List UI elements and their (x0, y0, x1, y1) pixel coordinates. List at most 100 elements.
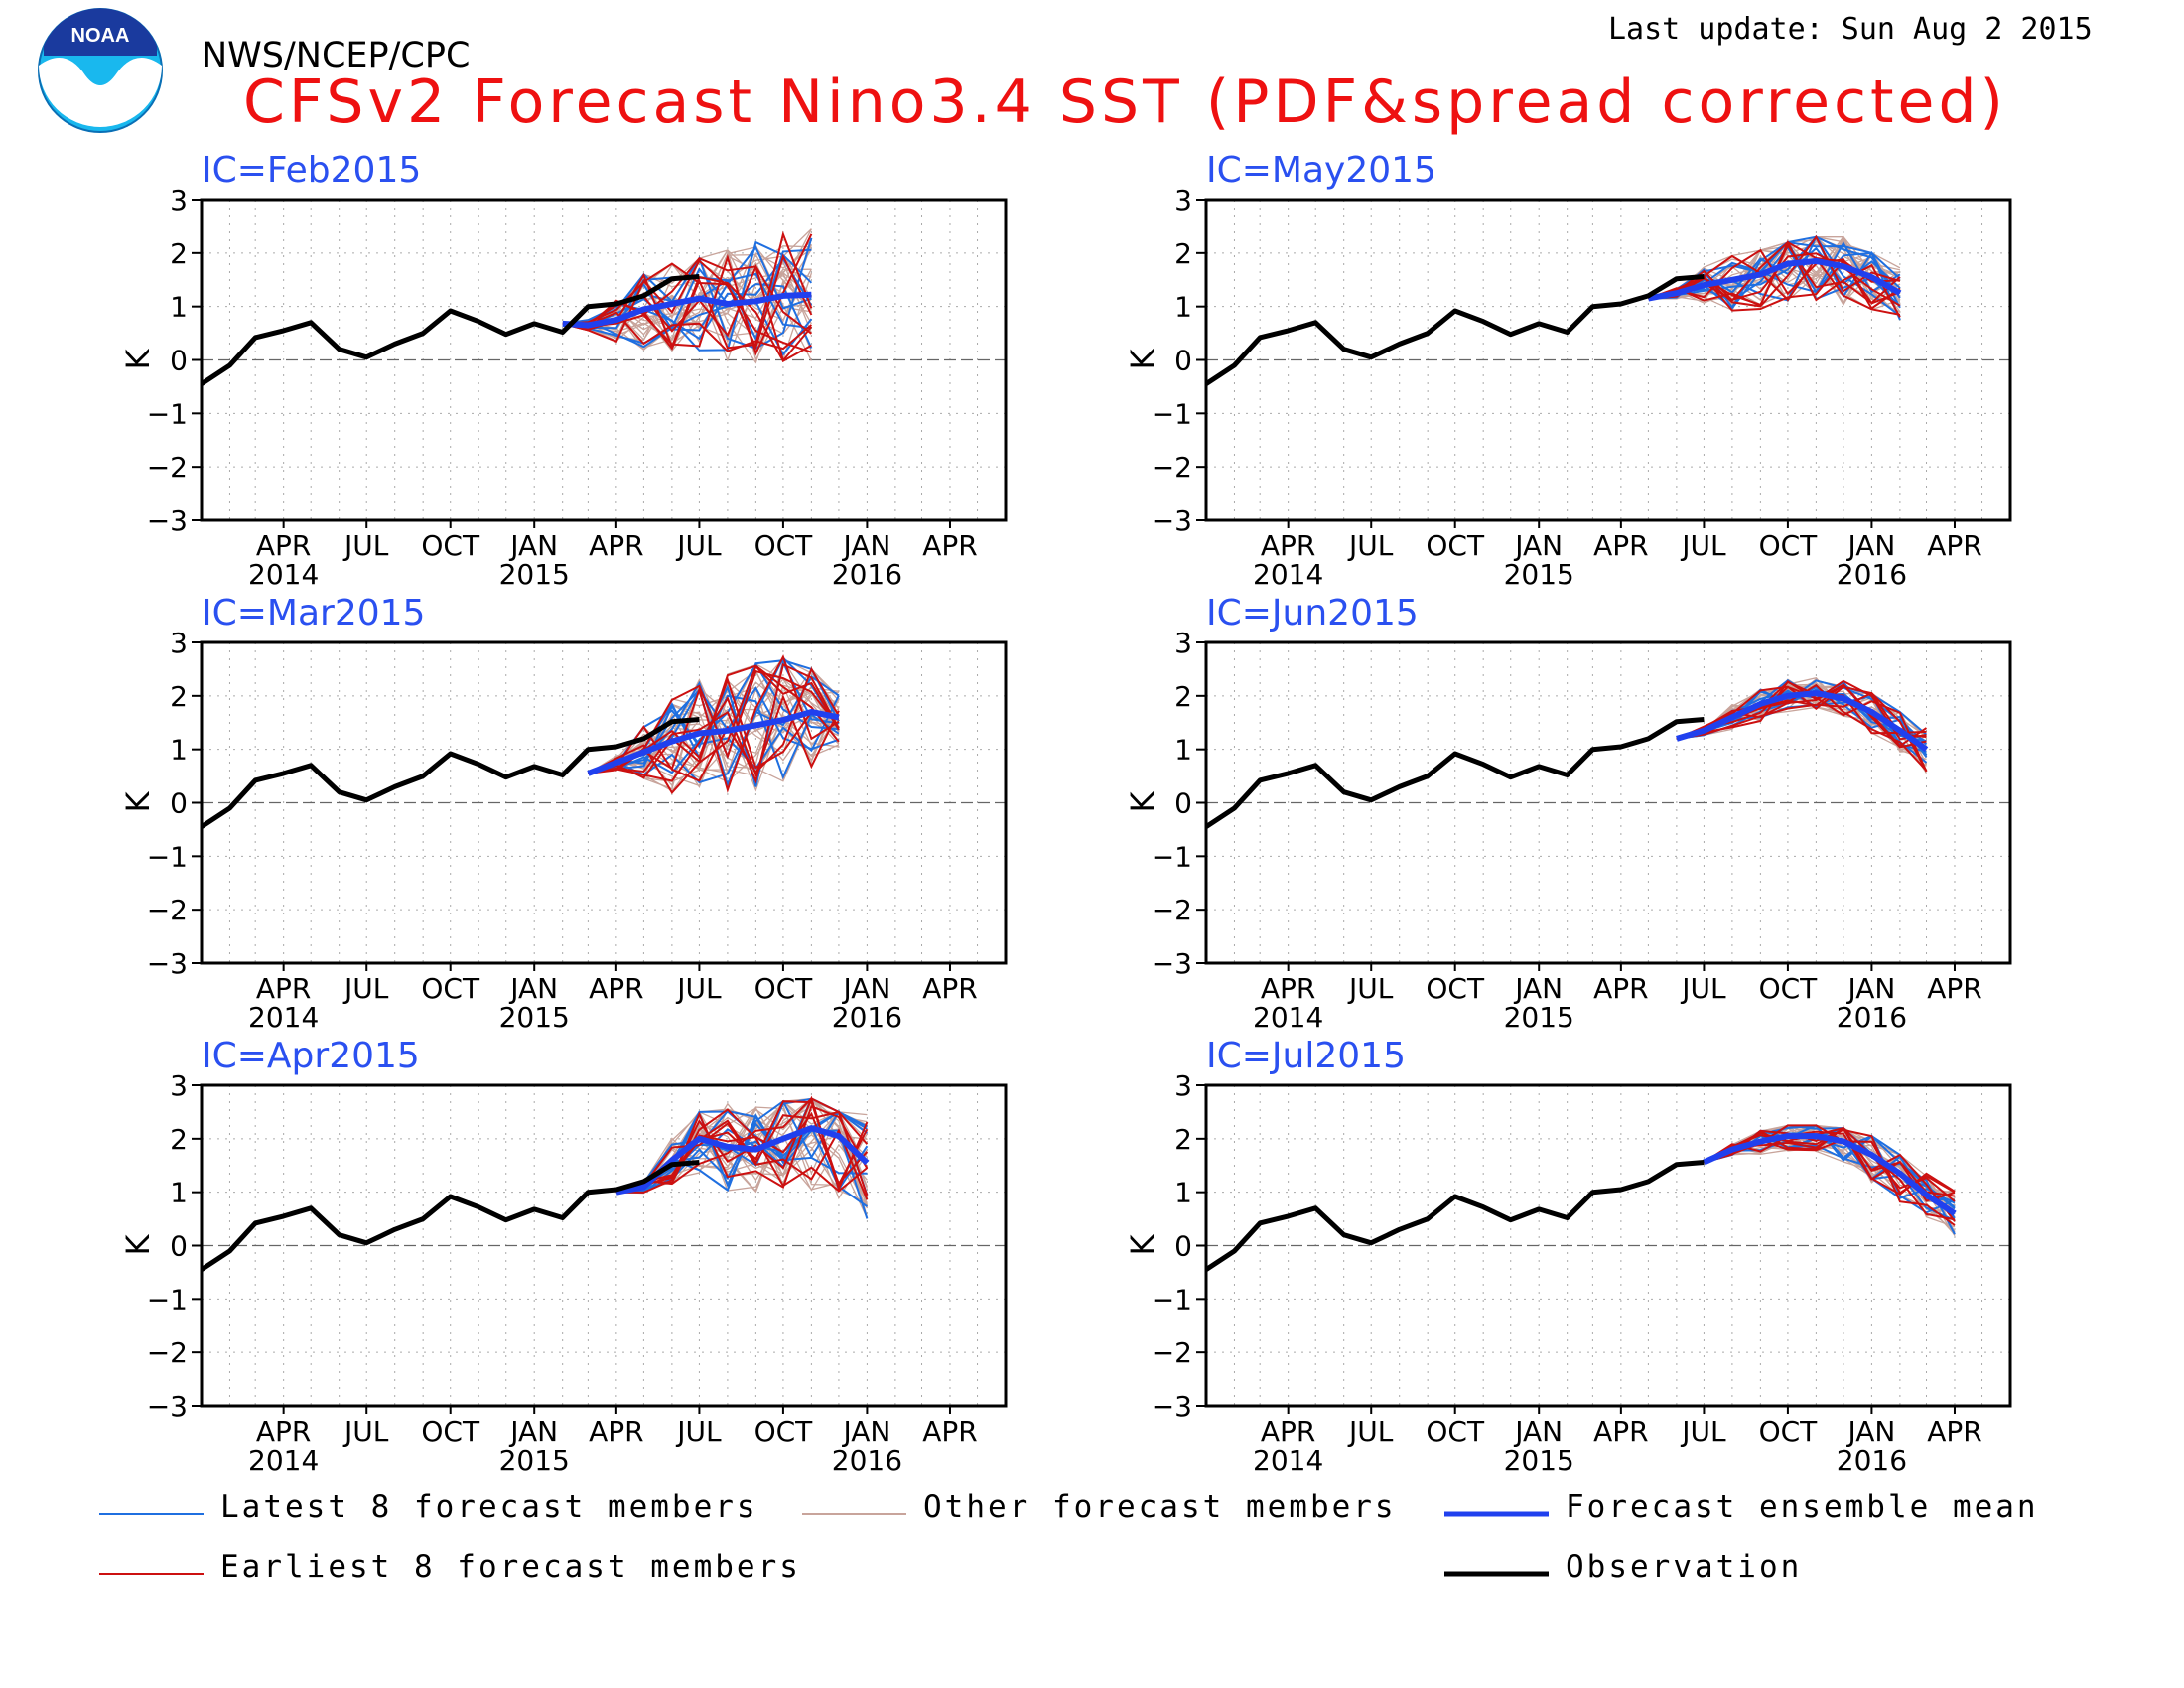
y-tick-label: 3 (1174, 1069, 1192, 1102)
y-axis-label: K (119, 349, 157, 370)
x-tick-year-label: 2015 (499, 558, 570, 591)
x-tick-label: APR (922, 1415, 978, 1448)
x-tick-label: OCT (421, 529, 480, 562)
ensemble-mean-line (1676, 690, 1929, 753)
x-tick-label: OCT (754, 529, 814, 562)
legend-mean-label: Forecast ensemble mean (1566, 1489, 2039, 1525)
y-tick-label: −1 (1152, 397, 1192, 430)
x-tick-label: APR (1927, 529, 1982, 562)
y-tick-label: 3 (170, 1069, 188, 1102)
panel-frame (1204, 1083, 2012, 1408)
x-tick-year-label: 2014 (1253, 1001, 1323, 1034)
legend-obs-label: Observation (1566, 1549, 1803, 1585)
y-axis-label: K (119, 1234, 157, 1256)
x-tick-year-label: 2015 (1504, 558, 1574, 591)
legend-earliest-label: Earliest 8 forecast members (220, 1549, 801, 1585)
x-tick-year-label: 2016 (1837, 1444, 1907, 1477)
x-tick-label: JAN (1513, 972, 1563, 1005)
x-tick-label: JUL (675, 972, 722, 1005)
y-tick-label: −1 (147, 1283, 188, 1316)
x-tick-label: JAN (1845, 529, 1895, 562)
earliest-member (588, 662, 840, 784)
observation-line (200, 274, 700, 386)
forecast-members (615, 1095, 869, 1219)
forecast-members (1703, 1124, 1956, 1237)
x-tick-label: OCT (1759, 529, 1819, 562)
earliest-member (587, 664, 840, 795)
y-tick-label: 1 (170, 734, 188, 767)
x-tick-year-label: 2015 (1504, 1001, 1574, 1034)
x-tick-label: APR (1261, 972, 1316, 1005)
x-tick-label: JAN (1845, 1415, 1895, 1448)
x-tick-label: JAN (841, 972, 890, 1005)
legend-latest-swatch (99, 1513, 204, 1515)
x-tick-label: JUL (1680, 1415, 1726, 1448)
y-axis-label: K (1124, 1234, 1161, 1256)
y-tick-label: −1 (1152, 840, 1192, 873)
last-update: Last update: Sun Aug 2 2015 (1608, 12, 2093, 47)
x-tick-label: JUL (1680, 529, 1726, 562)
earliest-member (1676, 691, 1928, 773)
x-tick-year-label: 2014 (248, 558, 319, 591)
x-tick-year-label: 2016 (832, 1001, 902, 1034)
noaa-logo: NOAA (38, 8, 163, 133)
x-tick-year-label: 2016 (832, 1444, 902, 1477)
earliest-member (615, 1111, 869, 1194)
x-tick-label: APR (1593, 1415, 1649, 1448)
x-tick-label: APR (1593, 529, 1649, 562)
y-tick-label: 3 (170, 184, 188, 216)
y-tick-label: 0 (170, 345, 188, 377)
y-tick-label: 1 (1174, 1177, 1192, 1209)
y-tick-label: −2 (147, 1336, 188, 1369)
x-tick-label: JUL (342, 529, 389, 562)
y-tick-label: −3 (1152, 947, 1192, 980)
x-tick-year-label: 2016 (1837, 558, 1907, 591)
panel-title: IC=Jun2015 (1206, 593, 1419, 633)
x-tick-year-label: 2016 (1837, 1001, 1907, 1034)
y-tick-label: 1 (170, 1177, 188, 1209)
legend-other-label: Other forecast members (923, 1489, 1397, 1525)
x-tick-label: OCT (421, 1415, 480, 1448)
legend-other-swatch (802, 1513, 906, 1515)
x-tick-label: JAN (508, 1415, 558, 1448)
x-tick-year-label: 2015 (499, 1001, 570, 1034)
x-tick-label: APR (589, 529, 644, 562)
earliest-member (562, 263, 813, 363)
earliest-member (562, 311, 813, 352)
y-tick-label: 3 (1174, 627, 1192, 659)
logo-text: NOAA (71, 25, 130, 47)
y-tick-label: −3 (1152, 504, 1192, 537)
x-tick-label: APR (1927, 972, 1982, 1005)
panel-title: IC=Jul2015 (1206, 1036, 1406, 1076)
y-tick-label: 2 (1174, 237, 1192, 270)
x-tick-label: JUL (342, 1415, 389, 1448)
y-tick-label: −1 (1152, 1283, 1192, 1316)
earliest-member (588, 666, 840, 782)
legend-mean-swatch (1444, 1511, 1549, 1517)
x-tick-year-label: 2015 (1504, 1444, 1574, 1477)
x-tick-label: JAN (1845, 972, 1895, 1005)
y-tick-label: 2 (170, 1123, 188, 1156)
x-tick-year-label: 2016 (832, 558, 902, 591)
y-tick-label: −1 (147, 397, 188, 430)
x-tick-year-label: 2014 (1253, 558, 1323, 591)
x-tick-label: JAN (508, 972, 558, 1005)
x-tick-label: APR (256, 972, 312, 1005)
x-tick-label: APR (256, 1415, 312, 1448)
panel-title: IC=May2015 (1206, 150, 1436, 191)
observation-line (200, 1160, 700, 1272)
y-tick-label: −2 (1152, 451, 1192, 484)
x-tick-label: OCT (1759, 1415, 1819, 1448)
y-tick-label: −2 (1152, 1336, 1192, 1369)
latest-member (562, 300, 813, 356)
x-tick-label: JAN (1513, 529, 1563, 562)
x-tick-label: OCT (1426, 972, 1485, 1005)
y-tick-label: 1 (170, 291, 188, 324)
latest-member (1648, 241, 1901, 321)
